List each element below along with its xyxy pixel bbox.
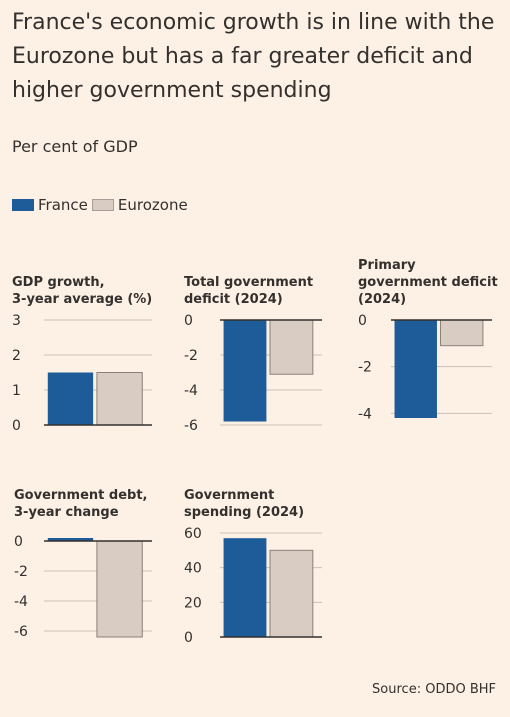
tick-label: 40 [184,561,202,577]
panel-title-line: 3-year average (%) [12,292,152,307]
legend: France Eurozone [12,196,192,214]
panel-title-line: Government [184,488,274,503]
tick-label: 2 [12,348,21,364]
tick-label: -2 [358,360,372,376]
panel-title-line: Total government [184,275,313,290]
bar-france [223,538,267,637]
tick-label: 3 [12,313,21,329]
tick-label: -4 [184,383,198,399]
tick-label: -2 [184,348,198,364]
panel-title-line: (2024) [358,292,406,307]
tick-label: -4 [358,406,372,422]
tick-label: 0 [12,418,21,434]
panel-4: Government debt, 3-year change 0 -2 -4 -6 [14,488,152,640]
panel-title-line: GDP growth, [12,275,105,290]
panel-title-line: Government debt, [14,488,148,503]
legend-label-eurozone: Eurozone [117,196,188,214]
legend-item-eurozone: Eurozone [91,196,188,214]
bar-eurozone [269,319,314,375]
panel-5: Government spending (2024) 60 40 20 0 [184,488,322,646]
bar-france [47,372,94,425]
source-note: Source: ODDO BHF [372,682,496,697]
tick-label: 0 [184,630,193,646]
bar-france [394,320,437,418]
tick-label: -4 [14,594,28,610]
chart-title: France's economic growth is in line with… [12,10,495,103]
tick-label: -6 [14,624,28,640]
legend-swatch-eurozone [91,199,114,211]
bar-eurozone [96,540,143,638]
legend-label-france: France [38,196,88,214]
panel-title-line: deficit (2024) [184,292,283,307]
tick-label: -6 [184,418,198,434]
legend-swatch-france [12,199,34,211]
panel-title-line: 3-year change [14,505,119,520]
chart-subtitle: Per cent of GDP [12,137,138,156]
panel-2: Total government deficit (2024) 0 -2 -4 -6 [184,275,322,434]
bar-eurozone [439,319,484,347]
bar-eurozone [96,372,143,426]
tick-label: 0 [14,534,23,550]
tick-label: 0 [358,313,367,329]
tick-label: 20 [184,595,202,611]
tick-label: -2 [14,564,28,580]
panel-title-line: spending (2024) [184,505,304,520]
panel-1: GDP growth, 3-year average (%) 3 2 1 0 [12,275,152,434]
panel-3: Primary government deficit (2024) 0 -2 -4 [358,258,498,422]
tick-label: 1 [12,383,21,399]
panel-title-line: government deficit [358,275,498,290]
legend-item-france: France [12,196,88,214]
bar-france [47,538,94,541]
tick-label: 60 [184,526,202,542]
tick-label: 0 [184,313,193,329]
bar-eurozone [269,549,314,638]
bar-france [223,320,267,422]
panel-title-line: Primary [358,258,416,273]
